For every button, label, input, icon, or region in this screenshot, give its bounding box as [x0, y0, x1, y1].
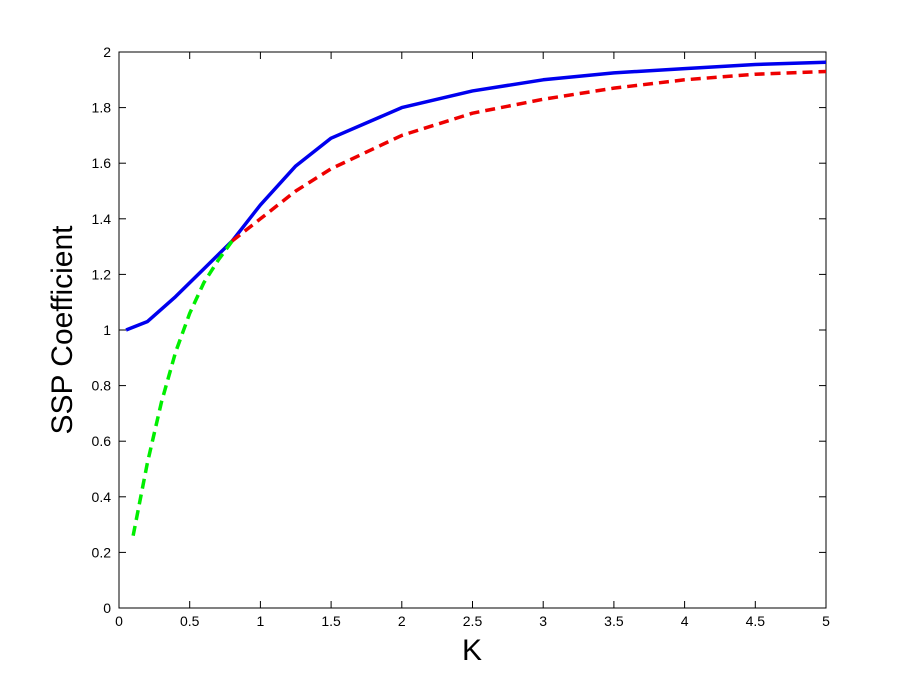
y-tick-label: 2	[103, 44, 111, 60]
plot-frame	[118, 51, 827, 609]
y-tick-label: 1.8	[92, 100, 112, 116]
x-tick-label: 2	[398, 613, 406, 629]
y-axis-title: SSP Coefficient	[46, 225, 79, 435]
x-tick-label: 2.5	[463, 613, 483, 629]
y-tick-label: 0	[103, 600, 111, 616]
x-tick-label: 0	[115, 613, 123, 629]
y-tick-label: 1.2	[92, 266, 112, 282]
y-tick-label: 0.2	[92, 544, 112, 560]
series-line	[125, 60, 827, 332]
y-tick-label: 1.4	[92, 211, 112, 227]
x-axis-title: K	[462, 634, 482, 667]
series-line	[231, 69, 827, 243]
y-tick-label: 1	[103, 322, 111, 338]
x-tick-label: 4	[681, 613, 689, 629]
series-line	[131, 240, 234, 537]
x-tick-label: 3.5	[604, 613, 624, 629]
x-tick-label: 4.5	[746, 613, 766, 629]
y-tick-label: 0.8	[92, 378, 112, 394]
x-tick-label: 1	[257, 613, 265, 629]
y-tick-label: 0.4	[92, 489, 112, 505]
y-tick-label: 0.6	[92, 433, 112, 449]
x-tick-label: 3	[539, 613, 547, 629]
x-tick-label: 1.5	[321, 613, 341, 629]
x-tick-label: 0.5	[180, 613, 200, 629]
x-tick-label: 5	[822, 613, 830, 629]
y-tick-label: 1.6	[92, 155, 112, 171]
